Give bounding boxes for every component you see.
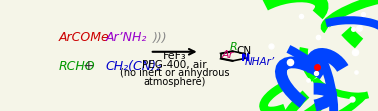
Text: CN: CN bbox=[236, 46, 251, 56]
Text: ))): ))) bbox=[153, 32, 167, 46]
Text: ArCOMe: ArCOMe bbox=[59, 31, 110, 44]
Text: Ar: Ar bbox=[221, 50, 234, 60]
Text: CH₂(CN)₂: CH₂(CN)₂ bbox=[106, 60, 162, 73]
Text: (no inert or anhydrous: (no inert or anhydrous bbox=[120, 68, 229, 78]
Text: FeF₃: FeF₃ bbox=[163, 51, 186, 61]
Text: RCHO: RCHO bbox=[59, 60, 96, 73]
Text: +: + bbox=[82, 59, 94, 73]
Text: NHAr’: NHAr’ bbox=[245, 57, 275, 67]
Text: N: N bbox=[240, 53, 250, 63]
Text: atmosphere): atmosphere) bbox=[144, 77, 206, 87]
Text: PEG-400, air: PEG-400, air bbox=[143, 60, 207, 70]
Text: Ar’NH₂: Ar’NH₂ bbox=[106, 31, 147, 44]
Text: R: R bbox=[229, 42, 237, 52]
